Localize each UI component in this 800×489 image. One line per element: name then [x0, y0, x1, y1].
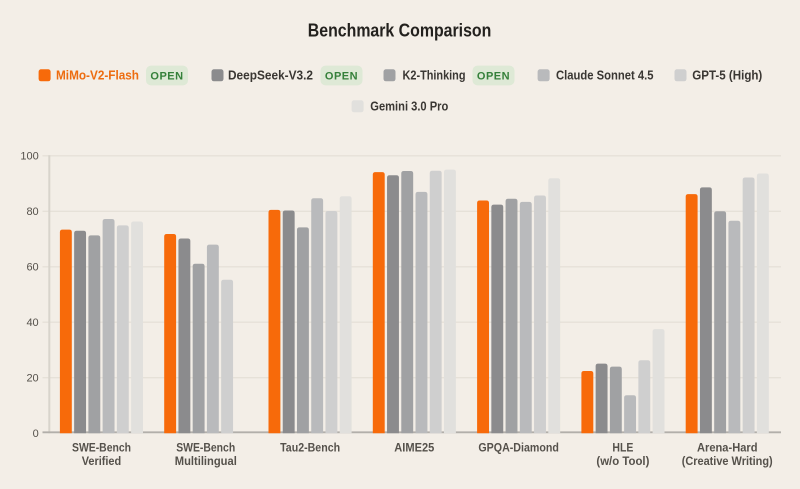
svg-text:Gemini 3.0 Pro: Gemini 3.0 Pro	[370, 98, 448, 113]
svg-text:GPT-5 (High): GPT-5 (High)	[692, 67, 762, 82]
svg-text:Benchmark Comparison: Benchmark Comparison	[308, 20, 492, 40]
svg-text:OPEN: OPEN	[150, 70, 183, 82]
svg-text:HLE: HLE	[612, 441, 633, 455]
svg-text:SWE-Bench: SWE-Bench	[72, 441, 131, 455]
svg-text:DeepSeek-V3.2: DeepSeek-V3.2	[228, 67, 313, 82]
svg-text:40: 40	[26, 317, 38, 329]
svg-text:100: 100	[20, 151, 38, 163]
svg-text:OPEN: OPEN	[477, 70, 510, 82]
svg-text:GPQA-Diamond: GPQA-Diamond	[478, 441, 559, 455]
svg-text:(Creative Writing): (Creative Writing)	[682, 454, 773, 468]
svg-text:0: 0	[33, 428, 39, 440]
svg-text:Claude Sonnet 4.5: Claude Sonnet 4.5	[556, 67, 654, 82]
svg-text:Arena-Hard: Arena-Hard	[697, 441, 758, 455]
svg-text:Tau2-Bench: Tau2-Bench	[280, 441, 340, 455]
svg-text:OPEN: OPEN	[325, 70, 358, 82]
svg-text:80: 80	[26, 206, 38, 218]
svg-text:Verified: Verified	[82, 454, 122, 468]
svg-text:(w/o Tool): (w/o Tool)	[596, 454, 649, 468]
svg-text:20: 20	[26, 373, 38, 385]
svg-text:AIME25: AIME25	[394, 441, 434, 455]
svg-text:Multilingual: Multilingual	[175, 454, 237, 468]
svg-text:60: 60	[26, 262, 38, 274]
svg-text:K2-Thinking: K2-Thinking	[403, 67, 466, 82]
svg-text:MiMo-V2-Flash: MiMo-V2-Flash	[56, 67, 139, 82]
svg-text:SWE-Bench: SWE-Bench	[176, 441, 235, 455]
